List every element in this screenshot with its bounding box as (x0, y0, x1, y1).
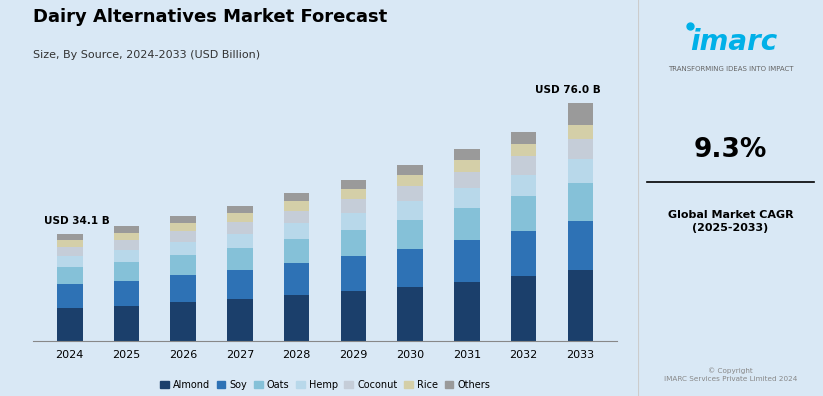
Bar (398, 249, 423, 287)
Bar (454, 149, 480, 160)
Bar (568, 183, 593, 221)
Bar (454, 208, 480, 240)
Bar (511, 175, 537, 196)
Bar (568, 124, 593, 139)
Bar (170, 275, 196, 303)
Bar (57, 247, 82, 256)
Bar (57, 308, 82, 341)
Bar (170, 231, 196, 242)
Bar (114, 233, 139, 240)
Bar (454, 172, 480, 188)
Bar (227, 270, 253, 299)
Bar (454, 160, 480, 172)
Bar (57, 256, 82, 267)
Bar (170, 303, 196, 341)
Bar (170, 223, 196, 231)
Bar (511, 276, 537, 341)
Bar (284, 202, 309, 211)
Bar (398, 186, 423, 201)
Bar (170, 216, 196, 223)
Bar (454, 282, 480, 341)
Bar (114, 240, 139, 250)
Bar (341, 291, 366, 341)
Bar (511, 132, 537, 144)
Bar (398, 175, 423, 186)
Text: Dairy Alternatives Market Forecast: Dairy Alternatives Market Forecast (33, 8, 387, 26)
Bar (341, 230, 366, 256)
Bar (170, 242, 196, 255)
Bar (341, 256, 366, 291)
Bar (57, 284, 82, 308)
Bar (341, 213, 366, 230)
Bar (284, 263, 309, 295)
Bar (454, 188, 480, 208)
Bar (511, 231, 537, 276)
Bar (511, 144, 537, 156)
Bar (284, 295, 309, 341)
Bar (114, 227, 139, 233)
Bar (341, 199, 366, 213)
Bar (114, 262, 139, 280)
Bar (568, 103, 593, 124)
Bar (170, 255, 196, 275)
Text: USD 34.1 B: USD 34.1 B (44, 217, 110, 227)
Bar (284, 223, 309, 239)
Bar (227, 206, 253, 213)
Bar (227, 299, 253, 341)
Bar (227, 234, 253, 248)
Legend: Almond, Soy, Oats, Hemp, Coconut, Rice, Others: Almond, Soy, Oats, Hemp, Coconut, Rice, … (156, 376, 494, 394)
Bar (227, 222, 253, 234)
Bar (57, 234, 82, 240)
Bar (568, 159, 593, 183)
Bar (114, 306, 139, 341)
Text: © Copyright
IMARC Services Private Limited 2024: © Copyright IMARC Services Private Limit… (663, 367, 797, 382)
Bar (398, 287, 423, 341)
Text: TRANSFORMING IDEAS INTO IMPACT: TRANSFORMING IDEAS INTO IMPACT (667, 66, 793, 72)
Bar (284, 239, 309, 263)
Text: USD 76.0 B: USD 76.0 B (535, 85, 601, 95)
Bar (398, 201, 423, 219)
Bar (398, 165, 423, 175)
Bar (341, 188, 366, 199)
Bar (568, 221, 593, 270)
Bar (341, 179, 366, 188)
Bar (284, 193, 309, 202)
Text: Global Market CAGR
(2025-2033): Global Market CAGR (2025-2033) (667, 210, 793, 233)
Bar (227, 213, 253, 222)
Bar (454, 240, 480, 282)
Bar (398, 219, 423, 249)
Bar (568, 270, 593, 341)
Bar (227, 248, 253, 270)
Text: imarc: imarc (690, 28, 778, 55)
Bar (284, 211, 309, 223)
Bar (511, 196, 537, 231)
Bar (114, 280, 139, 306)
Bar (114, 250, 139, 262)
Bar (511, 156, 537, 175)
Bar (568, 139, 593, 159)
Text: Size, By Source, 2024-2033 (USD Billion): Size, By Source, 2024-2033 (USD Billion) (33, 50, 260, 59)
Bar (57, 267, 82, 284)
Text: 9.3%: 9.3% (694, 137, 767, 164)
Bar (57, 240, 82, 247)
